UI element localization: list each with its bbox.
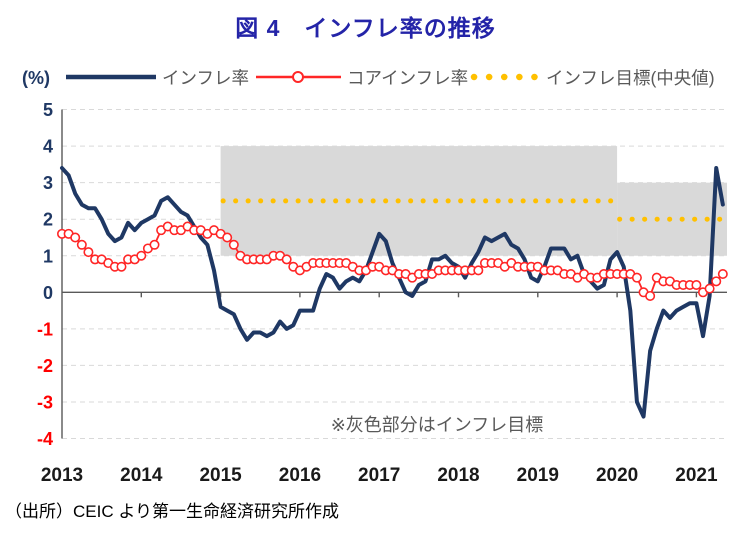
y-tick-label: 5 [43,100,53,120]
y-unit-label: (%) [22,68,50,88]
core-marker [222,232,233,243]
core-marker [83,247,94,258]
x-tick-label: 2019 [517,465,559,486]
x-tick-label: 2017 [358,465,400,486]
y-tick-label: 2 [43,210,53,230]
core-marker [704,283,715,294]
core-marker [70,232,81,243]
core-marker [691,279,702,290]
x-tick-label: 2016 [279,465,321,486]
core-marker [645,290,656,301]
legend-core-marker-swatch [292,71,304,83]
y-tick-label: 0 [43,283,53,303]
x-tick-label: 2021 [675,465,718,486]
core-marker [116,261,127,272]
x-tick-label: 2018 [437,465,479,486]
x-tick-label: 2020 [596,465,638,486]
core-marker [711,276,722,287]
source-note: （出所）CEIC より第一生命経済研究所作成 [5,502,339,521]
plot-area: 5 4 3 2 1 0 -1 -2 -3 -4 2013 2014 2015 2016 2017 2018 20… [37,100,729,486]
core-marker [717,269,728,280]
core-marker [473,265,484,276]
x-tick-label: 2013 [41,465,83,486]
y-tick-label: 4 [43,137,53,157]
band-annotation: ※灰色部分はインフレ目標 [331,415,544,435]
y-tick-label: -2 [37,356,53,376]
y-tick-label: -4 [37,429,53,449]
x-tick-label: 2014 [120,465,163,486]
target-band [220,146,618,256]
y-tick-label: 3 [43,173,53,193]
figure-title: 図 4 インフレ率の推移 [235,15,496,41]
x-tick-label: 2015 [199,465,242,486]
y-tick-label: -1 [37,319,53,339]
legend-target-label: インフレ目標(中央値) [546,68,715,88]
core-marker [228,239,239,250]
inflation-line [60,166,725,419]
legend-inflation-label: インフレ率 [162,68,249,88]
y-tick-label: -3 [37,392,53,412]
core-marker [76,239,87,250]
y-tick-label: 1 [43,246,53,266]
core-marker [149,239,160,250]
legend-core-label: コアインフレ率 [347,68,468,88]
chart-legend: (%) インフレ率 コアインフレ率 インフレ目標(中央値) [22,68,715,88]
core-marker [281,254,292,265]
core-marker [136,250,147,261]
core-marker [631,272,642,283]
